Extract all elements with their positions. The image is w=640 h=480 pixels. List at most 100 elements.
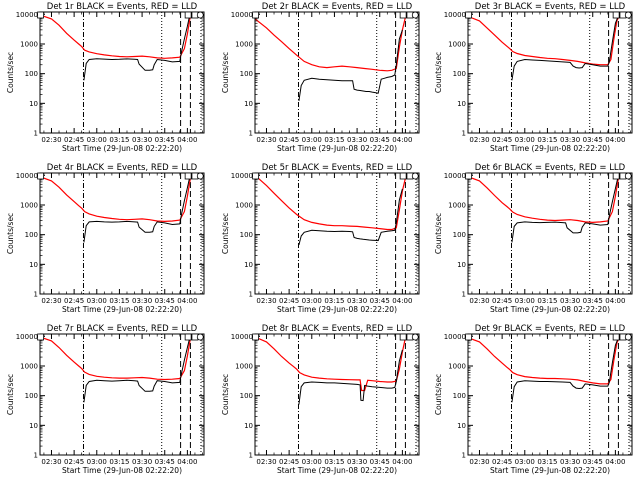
y-tick-label: 10: [244, 100, 253, 108]
x-axis-label: Start Time (29-Jun-08 02:22:20): [277, 305, 397, 314]
saa-marker-icon: [465, 333, 473, 341]
y-tick-label: 10: [244, 261, 253, 269]
plot-frame: [254, 11, 420, 134]
x-axis-label: Start Time (29-Jun-08 02:22:20): [490, 305, 610, 314]
x-tick-label: 02:45: [64, 458, 84, 466]
y-tick-label: 100: [453, 392, 466, 400]
saa-marker-icon: [184, 333, 192, 341]
series-lld-line: [468, 173, 624, 224]
y-tick-label: 1: [249, 130, 253, 138]
saa-exit-marker-icon: [196, 11, 204, 19]
y-axis-label: Counts/sec: [434, 52, 443, 93]
series-events-line: [83, 12, 194, 81]
plot-frame: [467, 172, 633, 295]
x-tick-label: 03:30: [560, 136, 580, 144]
y-axis-label: Counts/sec: [434, 213, 443, 254]
series-events-line: [83, 334, 194, 403]
saa-marker-icon: [252, 333, 260, 341]
saa-exit-marker-icon: [196, 333, 204, 341]
x-tick-label: 04:00: [177, 297, 197, 305]
saa-marker-icon: [399, 172, 407, 180]
x-tick-label: 03:00: [302, 136, 322, 144]
x-tick-label: 04:00: [605, 458, 625, 466]
y-axis-label: Counts/sec: [221, 52, 230, 93]
x-tick-label: 02:30: [469, 136, 489, 144]
x-tick-label: 03:45: [370, 297, 390, 305]
x-tick-label: 03:45: [370, 458, 390, 466]
y-tick-label: 100: [25, 70, 38, 78]
y-tick-label: 10: [244, 422, 253, 430]
x-tick-label: 04:00: [392, 297, 412, 305]
saa-marker-icon: [465, 172, 473, 180]
y-tick-label: 1: [462, 452, 466, 460]
panel-det-3r: Det 3r BLACK = Events, RED = LLD 1 10 100 10…: [434, 2, 633, 153]
saa-marker-icon: [184, 172, 192, 180]
panel-title: Det 4r BLACK = Events, RED = LLD: [47, 163, 198, 173]
y-tick-label: 10000: [444, 11, 466, 19]
x-tick-label: 04:00: [392, 136, 412, 144]
panel-title: Det 6r BLACK = Events, RED = LLD: [475, 163, 626, 173]
x-axis-label: Start Time (29-Jun-08 02:22:20): [277, 144, 397, 153]
x-tick-label: 03:30: [560, 458, 580, 466]
x-tick-label: 03:15: [109, 297, 129, 305]
x-tick-label: 02:45: [279, 458, 299, 466]
panel-title: Det 7r BLACK = Events, RED = LLD: [47, 324, 198, 334]
saa-exit-marker-icon: [411, 172, 419, 180]
saa-exit-marker-icon: [411, 333, 419, 341]
y-tick-label: 1000: [235, 41, 253, 49]
x-axis-label: Start Time (29-Jun-08 02:22:20): [490, 144, 610, 153]
x-tick-label: 03:45: [583, 297, 603, 305]
y-axis-label: Counts/sec: [6, 213, 15, 254]
y-tick-label: 100: [240, 392, 253, 400]
panel-title: Det 2r BLACK = Events, RED = LLD: [262, 2, 413, 12]
y-axis-label: Counts/sec: [6, 52, 15, 93]
x-tick-label: 03:00: [87, 458, 107, 466]
panel-det-1r: Det 1r BLACK = Events, RED = LLD 1 10 100 10…: [6, 2, 205, 153]
y-tick-label: 10: [457, 422, 466, 430]
y-tick-label: 1: [34, 130, 38, 138]
series-lld-line: [468, 336, 621, 385]
x-tick-label: 02:30: [469, 297, 489, 305]
y-tick-label: 1000: [20, 363, 38, 371]
x-tick-label: 03:00: [515, 458, 535, 466]
panel-title: Det 3r BLACK = Events, RED = LLD: [475, 2, 626, 12]
series-lld-line: [255, 173, 411, 231]
saa-exit-marker-icon: [624, 333, 632, 341]
saa-exit-marker-icon: [624, 172, 632, 180]
panel-det-2r: Det 2r BLACK = Events, RED = LLD 1 10 100 10…: [221, 2, 420, 153]
x-tick-label: 02:45: [492, 297, 512, 305]
x-tick-label: 03:00: [515, 297, 535, 305]
x-tick-label: 03:30: [560, 297, 580, 305]
saa-marker-icon: [252, 11, 260, 19]
panel-det-7r: Det 7r BLACK = Events, RED = LLD 1 10 100 10…: [6, 324, 205, 475]
y-tick-label: 10000: [231, 172, 253, 180]
x-tick-label: 03:15: [109, 458, 129, 466]
x-tick-label: 03:30: [347, 297, 367, 305]
y-tick-label: 1000: [20, 202, 38, 210]
x-tick-label: 03:45: [155, 458, 175, 466]
x-tick-label: 03:15: [537, 297, 557, 305]
x-tick-label: 02:45: [279, 136, 299, 144]
plot-frame: [39, 11, 205, 134]
x-tick-label: 03:00: [87, 136, 107, 144]
y-tick-label: 1: [462, 291, 466, 299]
x-tick-label: 03:45: [370, 136, 390, 144]
x-tick-label: 02:30: [41, 297, 61, 305]
y-tick-label: 10: [29, 261, 38, 269]
x-tick-label: 04:00: [392, 458, 412, 466]
saa-exit-marker-icon: [411, 11, 419, 19]
plot-frame: [39, 333, 205, 456]
x-tick-label: 02:30: [256, 297, 276, 305]
series-events-line: [298, 349, 403, 405]
x-axis-label: Start Time (29-Jun-08 02:22:20): [490, 466, 610, 475]
series-events-line: [83, 173, 194, 243]
plot-frame: [254, 172, 420, 295]
y-tick-label: 10000: [231, 11, 253, 19]
series-lld-line: [40, 12, 196, 59]
y-tick-label: 1000: [448, 202, 466, 210]
x-tick-label: 03:15: [109, 136, 129, 144]
y-tick-label: 100: [240, 231, 253, 239]
y-tick-label: 100: [453, 231, 466, 239]
saa-marker-icon: [399, 333, 407, 341]
x-tick-label: 03:15: [537, 136, 557, 144]
